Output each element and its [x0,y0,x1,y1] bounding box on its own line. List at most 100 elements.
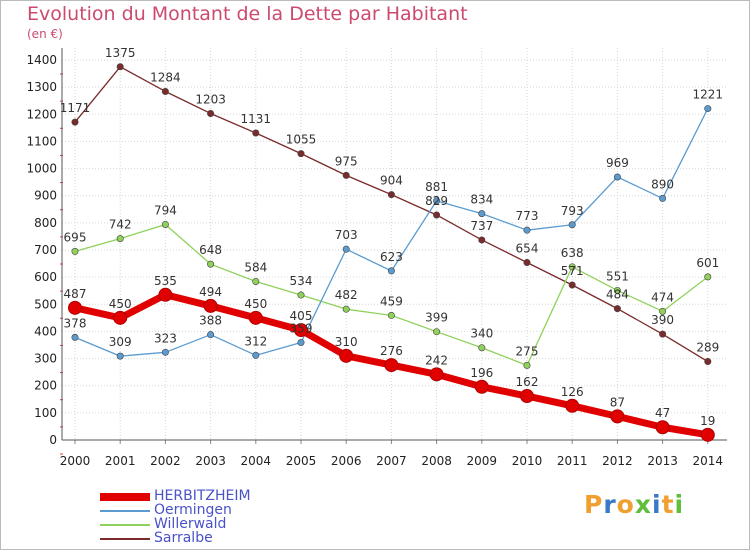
proxiti-logo: Proxiti [584,490,685,519]
y-tick-label: 800 [34,216,57,230]
data-point [704,273,712,281]
x-tick-label: 2014 [693,454,724,468]
data-label: 794 [154,203,177,217]
data-label: 703 [335,228,358,242]
data-label: 535 [154,274,177,288]
x-tick-label: 2012 [602,454,633,468]
data-point [116,235,124,243]
y-tick-label: 500 [34,297,57,311]
data-point [568,281,576,289]
data-point [613,286,621,294]
legend-swatch [100,524,150,526]
y-tick-label: 0 [49,433,57,447]
data-label: 340 [470,327,493,341]
data-point [433,197,441,205]
data-point [433,211,441,219]
y-tick-label: 900 [34,189,57,203]
data-label: 534 [290,274,313,288]
data-point [704,358,712,366]
y-tick-label: 1000 [26,162,57,176]
data-point [203,298,218,313]
data-label: 623 [380,250,403,264]
data-label: 975 [335,154,358,168]
data-label: 87 [610,395,625,409]
data-point [161,220,169,228]
data-point [342,171,350,179]
data-point [387,311,395,319]
data-point [474,379,489,394]
data-point [297,150,305,158]
data-point [342,305,350,313]
data-point [433,328,441,336]
data-point [659,307,667,315]
data-point [294,323,308,338]
data-label: 482 [335,288,358,302]
data-point [71,247,79,255]
data-label: 390 [651,313,674,327]
x-tick-label: 2007 [376,454,407,468]
data-label: 162 [516,375,539,389]
y-tick-label: 600 [34,270,57,284]
data-point [252,351,260,359]
data-label: 881 [425,180,448,194]
x-tick-label: 2009 [467,454,498,468]
data-point [613,305,621,313]
data-label: 648 [199,243,222,257]
data-point [252,129,260,137]
data-label: 450 [109,297,132,311]
y-tick-label: 100 [34,406,57,420]
data-label: 47 [655,406,670,420]
x-tick-label: 2008 [421,454,452,468]
data-point [478,344,486,352]
chart-unit-label: (en €) [27,27,63,41]
y-tick-label: 1300 [26,80,57,94]
data-point [252,277,260,285]
data-label: 242 [425,353,448,367]
data-label: 378 [64,316,87,330]
data-point [116,63,124,71]
data-point [700,427,715,442]
legend-label: Oermingen [154,502,232,518]
data-label: 1375 [105,46,136,60]
x-tick-label: 2011 [557,454,588,468]
data-label: 584 [244,260,267,274]
x-tick-label: 2006 [331,454,362,468]
y-tick-label: 1400 [26,53,57,67]
data-label: 1131 [241,112,272,126]
data-label: 829 [425,194,448,208]
data-label: 1203 [195,92,226,106]
data-label: 494 [199,285,222,299]
y-tick-label: 200 [34,379,57,393]
data-point [568,263,576,271]
chart-title: Evolution du Montant de la Dette par Hab… [27,3,468,25]
x-tick-label: 2003 [195,454,226,468]
data-label: 601 [696,256,719,270]
x-tick-label: 2002 [150,454,181,468]
data-point [71,333,79,341]
x-tick-label: 2005 [286,454,317,468]
y-tick-label: 1100 [26,134,57,148]
legend-swatch [100,510,150,512]
data-label: 1171 [60,101,91,115]
data-label: 1284 [150,70,181,84]
data-label: 309 [109,335,132,349]
data-point [478,210,486,218]
data-point [158,287,173,302]
x-tick-label: 2010 [512,454,543,468]
legend-label: HERBITZHEIM [154,488,251,504]
data-label: 834 [470,193,493,207]
data-label: 1055 [286,133,317,147]
data-point [387,267,395,275]
data-label: 196 [470,366,493,380]
data-label: 474 [651,290,674,304]
data-point [659,194,667,202]
data-point [613,173,621,181]
data-label: 487 [64,287,87,301]
data-label: 126 [561,385,584,399]
data-point [297,291,305,299]
y-tick-label: 400 [34,324,57,338]
legend-swatch [100,493,150,501]
data-point [478,236,486,244]
data-label: 310 [335,335,358,349]
